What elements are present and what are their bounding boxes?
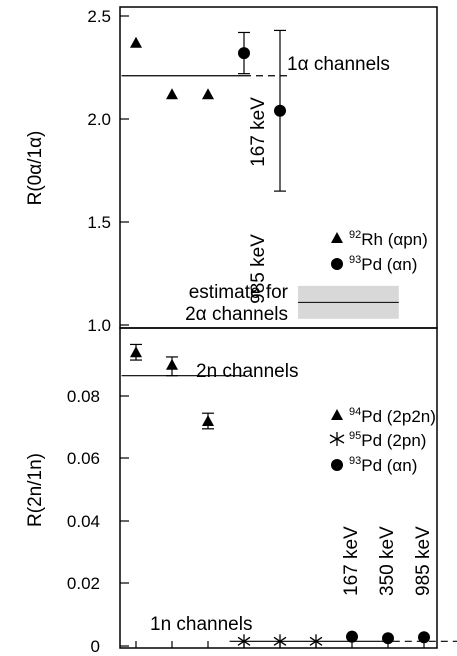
asterisk-stroke [273, 636, 287, 646]
legend-entry: 92Rh (αpn) [349, 229, 428, 249]
triangle-point [130, 346, 142, 358]
asterisk-point [309, 634, 323, 649]
triangle-point [130, 36, 142, 48]
legend-superscript: 92 [349, 229, 361, 241]
reference-lines [121, 75, 457, 642]
top-y-axis-label: R(0α/1α) [25, 131, 46, 206]
triangle-point [202, 88, 214, 100]
top-legend: 92Rh (αpn) 93Pd (αn) [331, 229, 428, 274]
asterisk-stroke [309, 636, 323, 646]
legend-entry: 93Pd (αn) [349, 455, 417, 475]
legend-triangle-marker [331, 409, 343, 420]
legend-entry: 94Pd (2p2n) [349, 406, 436, 426]
asterisk-point [237, 634, 251, 649]
circle-point [418, 631, 430, 644]
legend-text: Pd (2p2n) [361, 407, 436, 426]
top-tick-label: 2.0 [87, 110, 111, 129]
bottom-panel-frame [119, 327, 438, 649]
triangle-point [166, 88, 178, 100]
legend-superscript: 94 [349, 406, 361, 418]
ref-label-1alpha: 1α channels [287, 54, 390, 75]
bottom-tick-label: 0.08 [67, 387, 100, 406]
bottom-tick-label: 0 [91, 637, 100, 656]
triangle-point [202, 415, 214, 426]
ref-label-1n: 1n channels [150, 614, 252, 635]
top-point-label-167: 167 keV [248, 97, 269, 167]
legend-asterisk-marker [329, 432, 345, 446]
estimate-label-line1: estimate for [189, 282, 289, 303]
bottom-tick-label: 0.06 [67, 449, 100, 468]
bottom-point-label-350: 350 keV [377, 526, 398, 596]
data-marks [130, 29, 430, 649]
top-y-ticks [120, 15, 129, 326]
top-tick-label: 1.5 [87, 213, 111, 232]
circle-point [382, 632, 394, 645]
legend-entry: 93Pd (αn) [349, 254, 417, 274]
bottom-point-label-167: 167 keV [341, 526, 362, 596]
top-tick-label: 2.5 [87, 7, 111, 26]
triangle-point [166, 358, 178, 370]
ref-label-2n: 2n channels [196, 361, 298, 382]
asterisk-stroke [237, 636, 251, 646]
legend-circle-marker [331, 459, 343, 471]
circle-point [238, 47, 250, 60]
estimate-label-line2: 2α channels [185, 304, 288, 325]
bottom-legend: 94Pd (2p2n) 95Pd (2pn) 93Pd (αn) [329, 406, 436, 475]
asterisk-point [273, 634, 287, 649]
bottom-y-axis-label: R(2n/1n) [25, 453, 46, 527]
legend-circle-marker [331, 258, 343, 270]
legend-text: Rh (αpn) [361, 230, 428, 249]
bottom-point-label-985: 985 keV [413, 526, 434, 596]
legend-superscript: 93 [349, 254, 361, 266]
legend-superscript: 93 [349, 455, 361, 467]
bottom-tick-label: 0.04 [67, 512, 100, 531]
circle-point [274, 104, 286, 117]
legend-entry: 95Pd (2pn) [349, 430, 426, 450]
bottom-y-ticks [120, 395, 129, 647]
top-point-label-985: 985 keV [248, 234, 269, 304]
top-tick-label: 1.0 [87, 316, 111, 335]
legend-text: Pd (2pn) [361, 431, 426, 450]
circle-point [346, 630, 358, 643]
legend-triangle-marker [331, 232, 343, 243]
legend-superscript: 95 [349, 430, 361, 442]
legend-text: Pd (αn) [361, 255, 417, 274]
legend-text: Pd (αn) [361, 456, 417, 475]
bottom-tick-label: 0.02 [67, 574, 100, 593]
